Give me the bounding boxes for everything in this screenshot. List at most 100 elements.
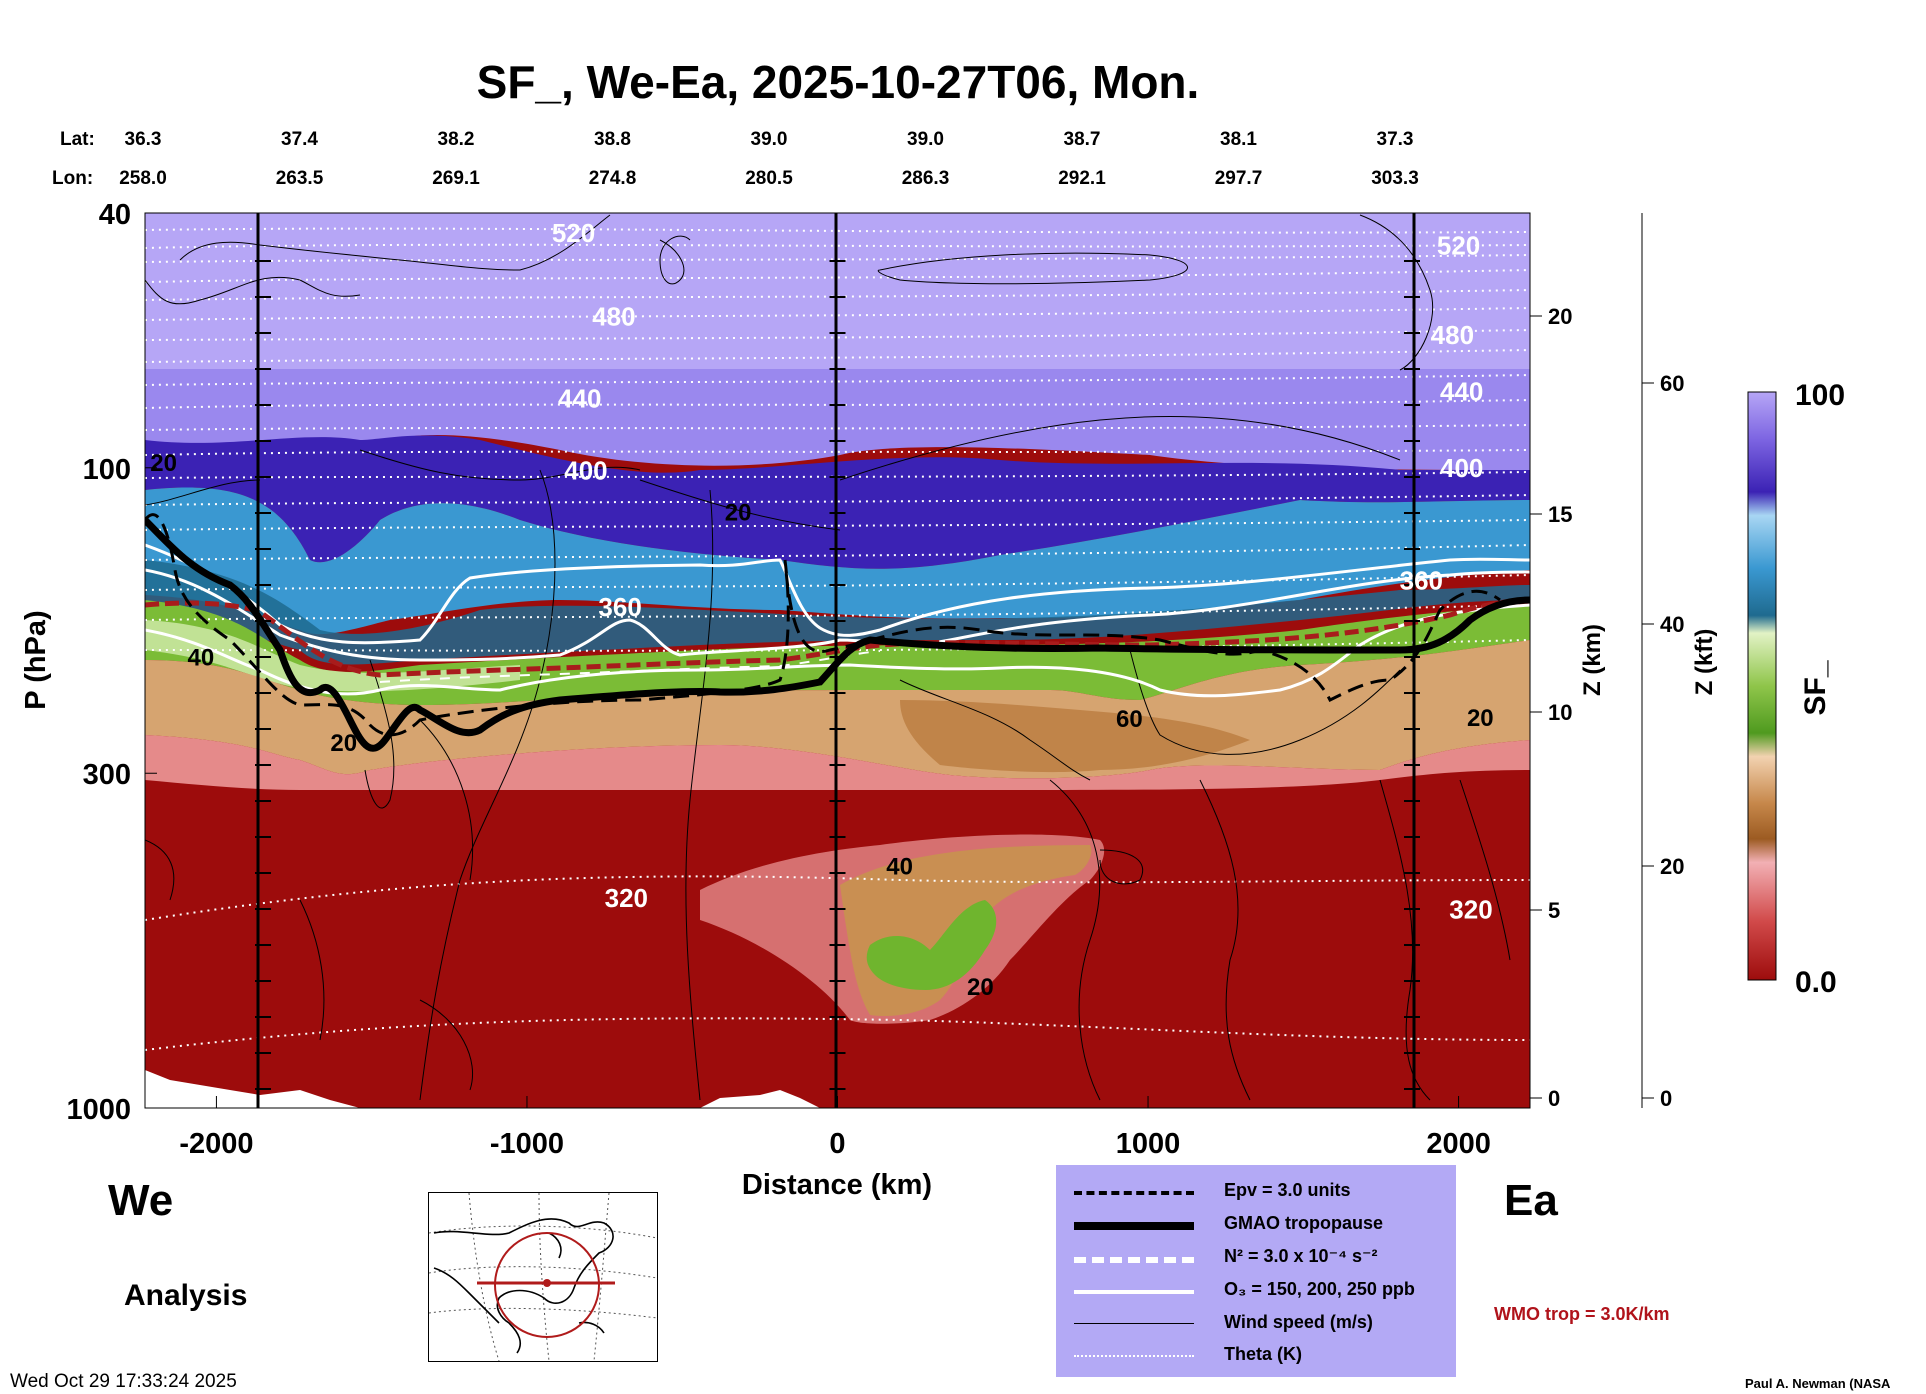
theta-label: 400 [564, 456, 607, 486]
z-kft-tick-label: 20 [1660, 854, 1684, 879]
lat-value: 38.8 [594, 129, 631, 150]
z-kft-axis: 60 40 20 0 Z (kft) [1641, 213, 1718, 1111]
theta-labels: 520 480 440 400 360 320 520 480 440 400 360 320 [552, 218, 1493, 925]
legend-swatch-wind [1074, 1323, 1194, 1324]
lat-value: 37.4 [281, 129, 318, 150]
theta-label: 440 [1440, 376, 1483, 406]
lat-row: Lat: [60, 129, 95, 150]
legend-label-o3: O₃ = 150, 200, 250 ppb [1224, 1279, 1415, 1299]
x-tick-label: 1000 [1116, 1128, 1181, 1160]
lon-value: 292.1 [1058, 168, 1106, 189]
theta-lines [145, 227, 1530, 1051]
locator-map-drawing [429, 1193, 657, 1361]
wind-speed-label: 60 [1116, 706, 1143, 733]
section-markers [256, 213, 1416, 1108]
wind-speed-label: 20 [967, 974, 994, 1001]
legend-swatch-epv [1074, 1191, 1194, 1195]
wind-speed-label: 20 [150, 450, 177, 477]
theta-label: 400 [1440, 453, 1483, 483]
locator-map [428, 1192, 658, 1362]
lat-label: Lat: [60, 129, 95, 150]
wmo-tropopause-overlay [379, 650, 881, 683]
wind-speed-label: 20 [330, 730, 357, 757]
colorbar: 100 0.0 SF_ [1747, 379, 1845, 999]
y-axis: 40 100 300 1000 [66, 199, 157, 1126]
wind-speed-label: 20 [725, 499, 752, 526]
z-km-tick-label: 15 [1548, 502, 1572, 527]
z-km-axis-label: Z (km) [1579, 624, 1606, 696]
wind-speed-label: 20 [1467, 705, 1494, 732]
ground-mask [145, 1070, 360, 1108]
colorbar-label: SF_ [1799, 660, 1832, 715]
timestamp: Wed Oct 29 17:33:24 2025 [10, 1371, 237, 1392]
lon-row: Lon: [52, 168, 93, 189]
direction-right: Ea [1504, 1176, 1558, 1225]
wmo-tropopause-line [145, 597, 1530, 678]
wind-speed-label: 40 [886, 853, 913, 880]
band-brown [900, 700, 1250, 773]
legend-label-gmao: GMAO tropopause [1224, 1213, 1384, 1233]
colorbar-max: 100 [1795, 379, 1845, 412]
lon-value: 303.3 [1371, 168, 1419, 189]
x-tick-label: -1000 [490, 1128, 564, 1160]
wmo-note: WMO trop = 3.0K/km [1494, 1304, 1670, 1324]
blob-green [866, 900, 997, 990]
lon-value: 258.0 [119, 168, 167, 189]
legend: Epv = 3.0 units GMAO tropopause N² = 3.0… [1056, 1165, 1456, 1377]
credit: Paul A. Newman (NASA [1745, 1376, 1891, 1391]
legend-item-o3: O₃ = 150, 200, 250 ppb [1056, 1276, 1456, 1306]
wind-labels: 20 20 40 20 60 20 40 20 [150, 450, 1493, 1001]
theta-label: 320 [605, 883, 648, 913]
y-tick-label: 1000 [66, 1094, 131, 1126]
theta-label: 480 [1431, 320, 1474, 350]
lat-value: 38.1 [1220, 129, 1257, 150]
lat-value: 38.7 [1064, 129, 1101, 150]
z-kft-ticks: 60 40 20 0 [1642, 371, 1684, 1111]
legend-item-epv: Epv = 3.0 units [1056, 1177, 1456, 1207]
lon-value: 297.7 [1215, 168, 1263, 189]
locator-circle [494, 1232, 600, 1338]
wind-speed-label: 40 [188, 644, 215, 671]
lon-value: 274.8 [589, 168, 637, 189]
product-label: Analysis [124, 1279, 247, 1312]
colorbar-min: 0.0 [1795, 966, 1837, 999]
lon-value: 263.5 [276, 168, 324, 189]
z-km-tick-label: 0 [1548, 1086, 1560, 1111]
legend-label-theta: Theta (K) [1224, 1344, 1302, 1364]
z-km-tick-label: 5 [1548, 898, 1560, 923]
theta-label: 320 [1449, 895, 1492, 925]
lat-value: 38.2 [438, 129, 475, 150]
legend-label-epv: Epv = 3.0 units [1224, 1180, 1351, 1200]
colorbar-gradient [1747, 391, 1777, 981]
z-km-tick-label: 20 [1548, 304, 1572, 329]
lon-value: 280.5 [745, 168, 793, 189]
x-axis-label: Distance (km) [742, 1169, 932, 1201]
legend-item-gmao: GMAO tropopause [1056, 1210, 1456, 1240]
lon-value: 269.1 [432, 168, 480, 189]
chart-title: SF_, We-Ea, 2025-10-27T06, Mon. [477, 56, 1200, 108]
y-tick-label: 100 [83, 454, 131, 486]
latlon-values: 36.3 37.4 38.2 38.8 39.0 39.0 38.7 38.1 37.3 258.… [119, 129, 1419, 189]
legend-swatch-n2 [1074, 1257, 1194, 1263]
direction-left: We [108, 1176, 173, 1225]
theta-label: 480 [592, 301, 635, 331]
y-tick-label: 300 [83, 759, 131, 791]
ozone-lines [145, 543, 1530, 698]
z-km-tick-label: 10 [1548, 700, 1572, 725]
lon-value: 286.3 [902, 168, 950, 189]
lat-value: 39.0 [907, 129, 944, 150]
z-kft-tick-label: 40 [1660, 612, 1684, 637]
z-kft-axis-label: Z (kft) [1691, 629, 1718, 696]
legend-item-wind: Wind speed (m/s) [1056, 1309, 1456, 1339]
lat-value: 39.0 [751, 129, 788, 150]
x-tick-label: 0 [829, 1128, 845, 1160]
legend-swatch-theta [1074, 1355, 1194, 1357]
z-km-axis: 20 15 10 5 0 Z (km) [1529, 213, 1606, 1111]
marker-ticks [255, 260, 1420, 1090]
legend-swatch-gmao [1074, 1222, 1194, 1230]
x-axis: -2000 -1000 0 1000 2000 [179, 1096, 1491, 1160]
ground-mask-center [700, 1090, 820, 1108]
band-teal [145, 560, 1530, 665]
